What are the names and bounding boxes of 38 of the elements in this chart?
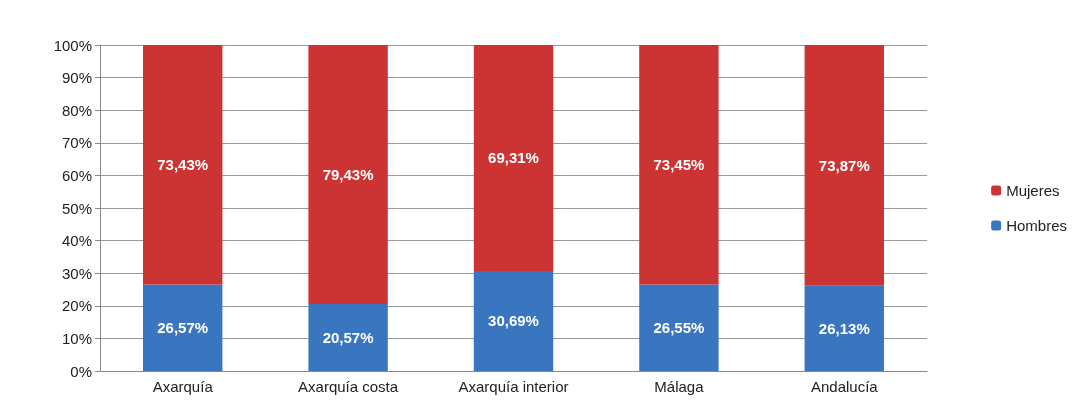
y-tick-label: 0% [70, 362, 92, 380]
data-label: 69,31% [488, 149, 539, 167]
data-label: 73,45% [653, 156, 705, 174]
bar [804, 285, 884, 371]
bar [143, 45, 223, 285]
y-tick-label: 10% [61, 329, 92, 347]
data-label: 73,87% [818, 156, 870, 174]
data-label: 79,43% [322, 165, 374, 183]
y-tick-label: 30% [61, 264, 92, 282]
bar [639, 45, 719, 285]
y-tick-label: 20% [61, 297, 92, 315]
y-tick-label: 60% [61, 166, 92, 184]
bar [639, 284, 719, 371]
bar [473, 270, 554, 371]
data-label: 20,57% [322, 328, 374, 346]
x-tick-label: Axarquía interior [458, 378, 569, 395]
bar [308, 303, 388, 371]
legend-label: Hombres [1006, 217, 1068, 234]
data-label: 26,55% [653, 319, 705, 337]
bar [804, 45, 884, 286]
bar [143, 284, 223, 371]
data-label: 26,13% [818, 319, 870, 337]
x-tick-label: Andalucía [810, 378, 879, 395]
data-label: 73,43% [157, 156, 209, 174]
y-tick-label: 70% [61, 134, 92, 152]
y-tick-label: 80% [61, 101, 92, 119]
x-tick-label: Axarquía [152, 378, 214, 395]
x-tick-label: Málaga [654, 378, 705, 395]
x-tick-label: Axarquía costa [298, 378, 399, 395]
y-tick-label: 90% [61, 69, 92, 87]
y-tick-label: 40% [61, 232, 92, 250]
bar [473, 45, 554, 271]
legend-label: Mujeres [1006, 182, 1060, 199]
y-tick-label: 50% [61, 199, 92, 217]
bar [308, 45, 388, 304]
data-label: 26,57% [157, 319, 209, 337]
data-label: 30,69% [488, 312, 539, 330]
y-tick-label: 100% [53, 36, 92, 54]
